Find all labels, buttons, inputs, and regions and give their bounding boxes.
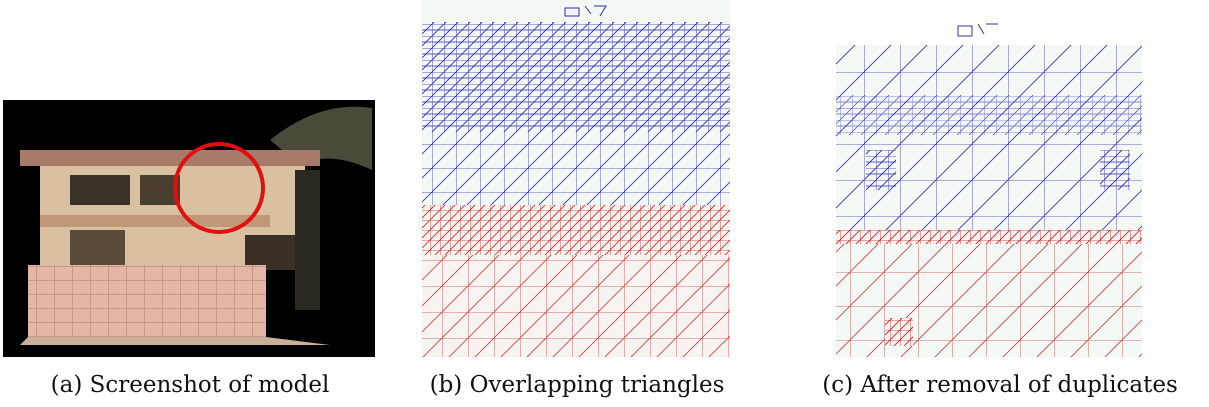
overlapping-mesh <box>422 0 730 357</box>
deduplicated-mesh <box>836 23 1142 357</box>
caption: (c) After removal of duplicates <box>822 372 1178 398</box>
model-screenshot <box>3 100 375 357</box>
caption: (a) Screenshot of model <box>51 372 330 398</box>
caption: (b) Overlapping triangles <box>430 372 725 398</box>
